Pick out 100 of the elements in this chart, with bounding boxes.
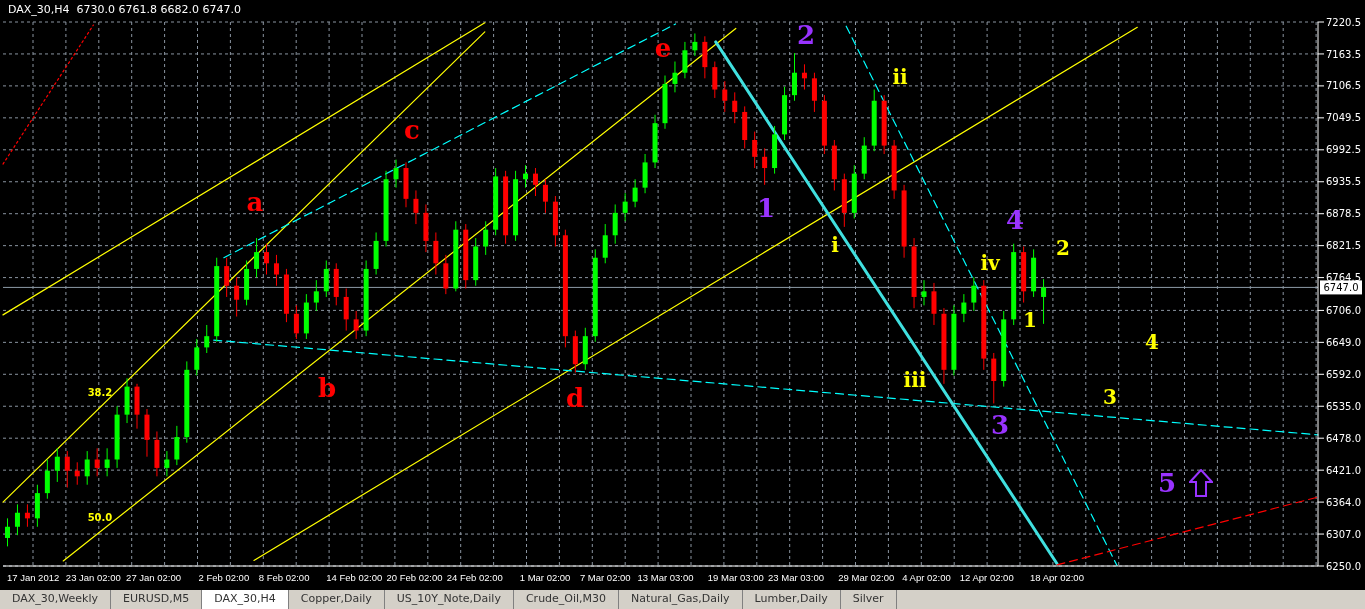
candlestick xyxy=(931,282,937,326)
candlestick xyxy=(433,231,439,276)
annotation: c xyxy=(404,115,420,145)
candlestick xyxy=(712,61,718,99)
annotation: i xyxy=(831,233,839,257)
candlestick xyxy=(752,131,758,169)
annotation: 4 xyxy=(1145,330,1159,354)
annotation: iv xyxy=(980,251,1000,275)
candlestick xyxy=(14,503,20,536)
candlestick xyxy=(413,189,419,225)
annotation: 3 xyxy=(990,410,1010,440)
candlestick xyxy=(961,293,967,323)
x-tick-label: 2 Feb 02:00 xyxy=(198,571,250,583)
annotation: 4 xyxy=(1005,205,1025,235)
candlestick xyxy=(104,447,110,477)
x-tick-label: 4 Apr 02:00 xyxy=(902,571,951,583)
candlestick xyxy=(792,52,798,102)
candlestick xyxy=(164,450,170,477)
text: Lumber,Daily xyxy=(742,590,841,609)
annotation: d xyxy=(565,383,585,413)
x-tick-label: 27 Jan 02:00 xyxy=(126,571,182,583)
candlestick xyxy=(273,254,279,287)
candlestick xyxy=(483,220,489,256)
candlestick xyxy=(174,425,180,466)
x-tick-label: 13 Mar 03:00 xyxy=(637,571,694,583)
y-tick-label: 6364.0 xyxy=(1326,496,1361,508)
candlestick xyxy=(5,517,10,547)
candlestick xyxy=(682,41,688,79)
y-tick-label: 6878.5 xyxy=(1326,208,1361,220)
candlestick xyxy=(194,338,200,376)
candlestick xyxy=(234,276,240,318)
candlestick xyxy=(323,260,329,298)
ref-line-label: 6747.0 xyxy=(1323,282,1359,294)
chart-title: DAX_30,H4 6730.0 6761.8 6682.0 6747.0 xyxy=(8,3,242,16)
candlestick xyxy=(762,147,768,186)
candlestick xyxy=(44,459,50,500)
y-tick-label: 7220.5 xyxy=(1326,16,1361,28)
candlestick xyxy=(632,178,638,208)
candlestick xyxy=(532,167,538,197)
candlestick xyxy=(921,279,927,306)
y-tick-label: 6535.0 xyxy=(1326,400,1361,412)
text: DAX_30,H4 xyxy=(202,590,289,609)
candlestick xyxy=(971,276,977,312)
candlestick xyxy=(313,279,319,312)
text: US_10Y_Note,Daily xyxy=(384,590,514,609)
y-tick-label: 6478.0 xyxy=(1326,432,1361,444)
candlestick xyxy=(672,61,678,93)
x-tick-label: 23 Mar 03:00 xyxy=(768,571,825,583)
x-tick-label: 1 Mar 02:00 xyxy=(519,571,571,583)
annotation: 1 xyxy=(756,193,776,223)
candlestick xyxy=(64,450,70,489)
candlestick xyxy=(722,80,728,113)
annotation: 50.0 xyxy=(87,512,113,523)
candlestick xyxy=(732,91,738,124)
candlestick xyxy=(84,450,90,486)
x-tick-label: 18 Apr 02:00 xyxy=(1030,571,1084,583)
candlestick xyxy=(602,223,608,264)
annotation: iii xyxy=(903,368,927,392)
x-tick-label: 8 Feb 02:00 xyxy=(258,571,310,583)
candlestick xyxy=(343,288,349,332)
y-tick-label: 6706.0 xyxy=(1326,304,1361,316)
x-tick-label: 24 Feb 02:00 xyxy=(446,571,503,583)
y-tick-label: 6992.5 xyxy=(1326,144,1361,156)
candlestick xyxy=(1041,278,1047,325)
candlestick xyxy=(692,32,698,57)
text: Crude_Oil,M30 xyxy=(513,590,620,609)
y-tick-label: 7163.5 xyxy=(1326,48,1361,60)
annotation: 1 xyxy=(1023,308,1037,332)
candlestick xyxy=(293,304,299,340)
x-tick-label: 23 Jan 02:00 xyxy=(65,571,121,583)
x-tick-label: 20 Feb 02:00 xyxy=(386,571,443,583)
candlestick xyxy=(224,257,230,298)
candlestick xyxy=(94,447,100,477)
x-tick-label: 17 Jan 2012 xyxy=(6,571,60,583)
candlestick xyxy=(811,72,817,113)
candlestick xyxy=(204,324,210,354)
text: Copper,Daily xyxy=(288,590,385,609)
text: EURUSD,M5 xyxy=(111,590,203,609)
x-tick-label: 14 Feb 02:00 xyxy=(326,571,383,583)
y-tick-label: 6250.0 xyxy=(1326,560,1361,572)
candlestick xyxy=(264,243,270,276)
annotation: 2 xyxy=(796,20,816,50)
y-tick-label: 6421.0 xyxy=(1326,464,1361,476)
text: Silver xyxy=(840,590,897,609)
annotation: 5 xyxy=(1157,468,1177,498)
candlestick xyxy=(393,159,399,189)
candlestick xyxy=(542,178,548,214)
candlestick xyxy=(622,192,628,222)
y-tick-label: 6307.0 xyxy=(1326,528,1361,540)
candlestick xyxy=(353,310,359,340)
annotation: 3 xyxy=(1103,385,1117,409)
y-tick-label: 6592.0 xyxy=(1326,368,1361,380)
candlestick xyxy=(991,352,997,404)
y-tick-label: 6821.5 xyxy=(1326,240,1361,252)
text: DAX_30,Weekly xyxy=(0,590,112,609)
y-tick-label: 6935.5 xyxy=(1326,176,1361,188)
x-tick-label: 12 Apr 02:00 xyxy=(959,571,1014,583)
y-tick-label: 6649.0 xyxy=(1326,336,1361,348)
annotation: e xyxy=(654,33,672,63)
x-tick-label: 7 Mar 02:00 xyxy=(579,571,631,583)
